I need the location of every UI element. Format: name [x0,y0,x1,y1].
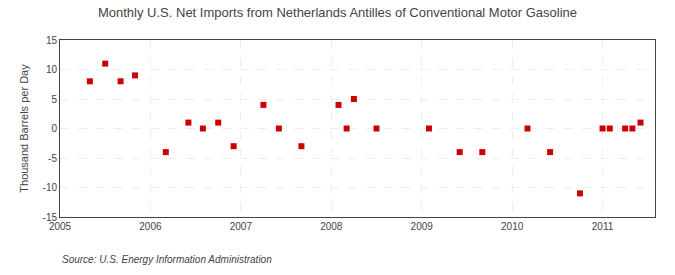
svg-text:2005: 2005 [49,221,72,232]
svg-text:-10: -10 [43,182,58,193]
svg-text:15: 15 [46,35,58,46]
svg-text:5: 5 [51,94,57,105]
svg-text:-15: -15 [43,212,58,223]
svg-text:0: 0 [51,123,57,134]
svg-text:2010: 2010 [501,221,524,232]
svg-text:2006: 2006 [139,221,162,232]
svg-text:2011: 2011 [592,221,614,232]
svg-text:2009: 2009 [411,221,434,232]
svg-text:2007: 2007 [230,221,253,232]
svg-text:Source: U.S. Energy Informatio: Source: U.S. Energy Information Administ… [62,254,272,265]
svg-text:10: 10 [46,64,58,75]
svg-text:-5: -5 [48,153,57,164]
svg-text:2008: 2008 [320,221,343,232]
svg-text:Monthly U.S. Net Imports from: Monthly U.S. Net Imports from Netherland… [98,5,577,20]
svg-text:Thousand Barrels per Day: Thousand Barrels per Day [18,64,30,193]
